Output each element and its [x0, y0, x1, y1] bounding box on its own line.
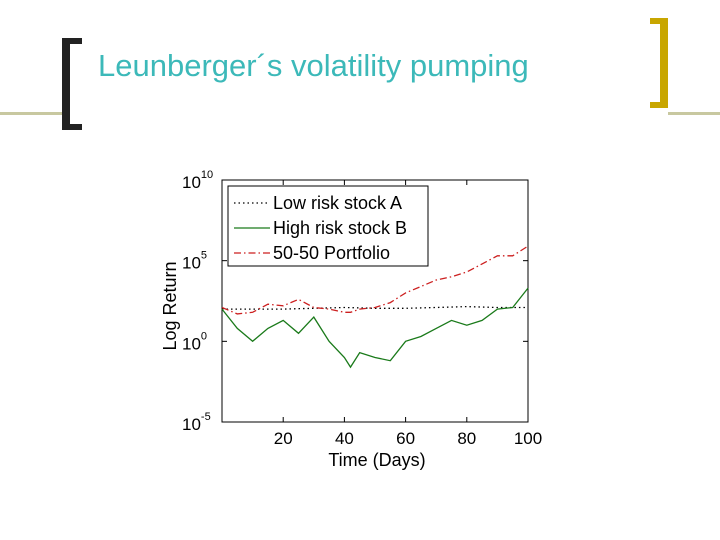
- slide-title: Leunberger´s volatility pumping: [98, 48, 529, 83]
- left-bracket-bottom: [62, 124, 82, 130]
- y-tick-label: 105: [182, 250, 207, 273]
- right-bracket-decoration: [660, 18, 668, 108]
- x-tick-label: 20: [274, 429, 293, 448]
- divider-right: [668, 112, 720, 115]
- legend-label: 50-50 Portfolio: [273, 243, 390, 263]
- series-line-low-risk-stock-a: [222, 305, 528, 310]
- x-tick-label: 60: [396, 429, 415, 448]
- chart-plot: 20 40 60 80 100 1010 105 100 10-5 Time (Days) Log …: [160, 169, 542, 470]
- legend-label: High risk stock B: [273, 218, 407, 238]
- y-tick-label: 100: [182, 330, 207, 353]
- legend-box: [227, 185, 429, 267]
- y-tick-label: 10-5: [182, 411, 211, 434]
- divider-left: [0, 112, 62, 115]
- right-bracket-top: [650, 18, 668, 24]
- plot-frame: [221, 179, 529, 423]
- y-axis-label: Log Return: [160, 261, 180, 350]
- left-bracket-top: [62, 38, 82, 44]
- left-bracket-decoration: [62, 38, 70, 130]
- x-axis-label: Time (Days): [328, 450, 425, 470]
- series-line-high-risk-stock-b: [221, 287, 529, 369]
- y-tick-label: 1010: [182, 169, 213, 192]
- x-tick-label: 80: [457, 429, 476, 448]
- x-tick-label: 100: [514, 429, 542, 448]
- legend-label: Low risk stock A: [273, 193, 402, 213]
- right-bracket-bottom: [650, 102, 668, 108]
- x-tick-label: 40: [335, 429, 354, 448]
